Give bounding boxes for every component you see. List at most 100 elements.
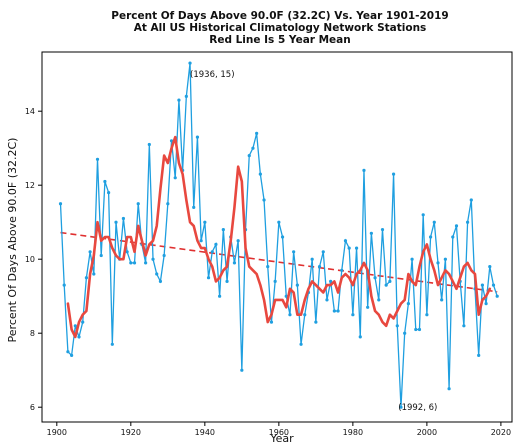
annual-data-point — [321, 250, 325, 254]
annual-data-point — [210, 250, 214, 254]
x-tick-label: 1920 — [121, 428, 141, 437]
annual-data-point — [58, 202, 63, 206]
annual-data-point — [103, 179, 107, 184]
annual-data-point — [417, 327, 422, 332]
annual-data-point — [121, 216, 126, 221]
annual-data-point — [454, 224, 459, 228]
annual-data-point — [81, 320, 85, 324]
annual-data-point — [406, 302, 410, 306]
annual-data-point — [303, 313, 307, 317]
annual-data-point — [347, 246, 351, 250]
annual-data-point — [391, 172, 396, 176]
annual-data-point — [99, 253, 103, 258]
annual-data-point — [325, 298, 329, 302]
annual-data-point — [428, 235, 433, 239]
annual-data-point — [366, 305, 370, 309]
annual-data-point — [188, 61, 192, 65]
x-tick-label: 1940 — [195, 428, 215, 437]
plot-area-frame — [41, 51, 513, 423]
annual-data-point — [421, 213, 425, 217]
annual-data-point — [451, 235, 455, 239]
annual-data-point — [162, 253, 166, 258]
annual-data-point — [343, 239, 348, 243]
annual-data-point — [314, 320, 318, 324]
annual-data-point — [255, 131, 259, 135]
annual-series-line — [59, 63, 498, 408]
annual-data-point — [95, 157, 100, 161]
annual-data-point — [151, 257, 155, 261]
annual-data-point — [136, 202, 140, 206]
annual-data-point — [317, 265, 322, 269]
annual-data-point — [203, 220, 207, 224]
annual-data-point — [195, 135, 200, 139]
annual-data-point — [73, 324, 77, 328]
annual-data-point — [92, 272, 96, 276]
annual-data-point — [403, 331, 407, 335]
annual-data-point — [110, 342, 114, 346]
annual-data-point — [236, 239, 240, 243]
annual-data-point — [132, 261, 137, 265]
annual-data-point — [399, 405, 403, 409]
annual-data-point — [77, 335, 81, 339]
annual-data-point — [480, 283, 484, 287]
annual-data-point — [240, 368, 244, 372]
annual-data-point — [288, 313, 292, 317]
annual-data-point — [336, 309, 340, 313]
annual-data-point — [395, 324, 399, 328]
annual-data-point — [384, 283, 388, 287]
annual-data-point — [310, 257, 314, 261]
annual-data-point — [462, 324, 466, 328]
annual-data-point — [169, 139, 174, 143]
annual-data-point — [280, 235, 285, 239]
annual-data-point — [184, 94, 188, 98]
x-tick-label: 2020 — [491, 428, 511, 437]
annual-data-point — [369, 231, 373, 235]
y-tick-label: 8 — [30, 329, 35, 338]
annual-data-point — [351, 313, 355, 317]
annual-data-point — [262, 198, 266, 202]
annual-data-point — [440, 298, 444, 302]
x-tick-label: 1960 — [269, 428, 289, 437]
annual-data-point — [377, 298, 381, 302]
annual-data-point — [214, 242, 218, 246]
annual-data-point — [329, 279, 333, 283]
annual-data-point — [155, 272, 159, 276]
annual-data-point — [362, 168, 366, 172]
y-axis-label: Percent Of Days Above 90.0F (32.2C) — [6, 138, 19, 343]
annual-data-point — [225, 279, 229, 283]
annual-data-point — [88, 250, 92, 254]
annual-data-point — [158, 279, 163, 283]
annual-data-point — [358, 335, 362, 339]
annual-data-point — [380, 228, 385, 232]
annual-data-point — [221, 228, 225, 232]
annual-data-point — [107, 191, 111, 195]
chart-title-line-3: Red Line Is 5 Year Mean — [209, 34, 351, 46]
annual-data-point — [66, 350, 70, 354]
annual-data-point — [295, 283, 299, 287]
annotation-peak: (1936, 15) — [190, 70, 234, 80]
x-tick-label: 2000 — [417, 428, 437, 437]
annual-data-point — [258, 172, 262, 176]
annual-data-point — [465, 220, 470, 224]
annual-data-point — [177, 98, 181, 102]
annual-data-point — [166, 202, 170, 206]
annual-data-point — [232, 261, 237, 265]
annual-data-point — [373, 276, 377, 280]
y-axis: 6 8 10 12 14 — [25, 107, 42, 412]
annual-data-point — [340, 268, 344, 272]
annual-data-point — [147, 142, 151, 147]
annual-data-point — [251, 146, 255, 150]
annual-data-point — [292, 250, 296, 254]
chart-title-line-2: At All US Historical Climatology Network… — [134, 22, 427, 34]
annotation-low: (1992, 6) — [398, 403, 437, 413]
annual-data-point — [491, 283, 496, 287]
annual-data-point — [410, 257, 414, 261]
annual-data-point — [129, 261, 133, 265]
annual-data-point — [199, 239, 203, 243]
annual-data-point — [432, 220, 436, 224]
annual-series-points — [58, 61, 499, 409]
x-axis: 1900 1920 1940 1960 1980 2000 2020 — [47, 422, 511, 437]
annual-data-point — [484, 302, 488, 306]
annual-data-point — [70, 353, 74, 357]
